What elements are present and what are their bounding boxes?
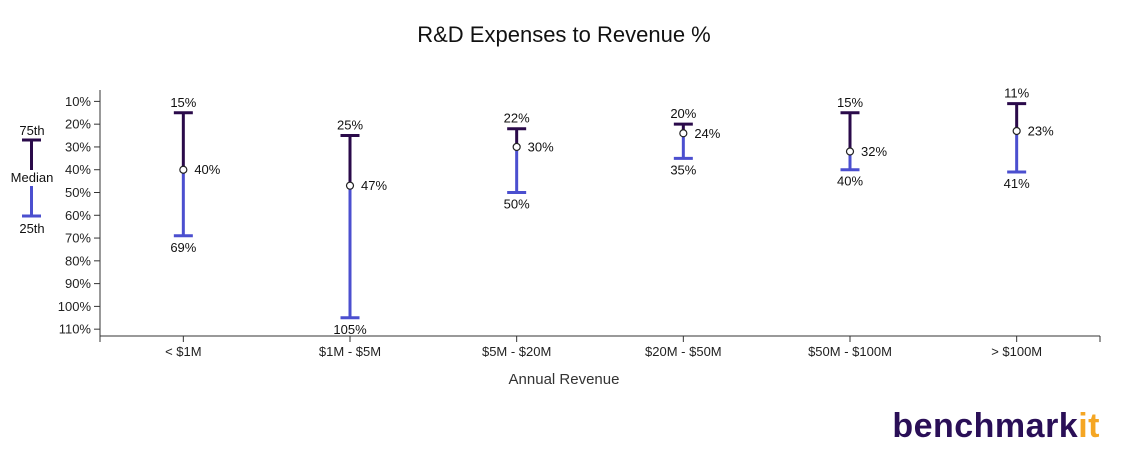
p25-label: 41% [1004, 176, 1030, 191]
y-tick-label: 20% [65, 117, 91, 132]
range-series: 15% 40% 69% 25% 47% 105% 22% 30% 50% 20% 24% 35% 15%… [170, 86, 1054, 337]
median-point [679, 129, 688, 138]
y-axis: 10% 20% 30% 40% 50% 60% 70% 80% 90% 100% 110% [58, 94, 100, 337]
y-tick-label: 50% [65, 185, 91, 200]
brand-logo: benchmarkit [892, 407, 1100, 445]
x-tick-label: $20M - $50M [645, 344, 722, 359]
median-point [845, 147, 855, 156]
brand-wordmark: benchmarkit [892, 407, 1100, 445]
range-group: 11% 23% 41% [1004, 86, 1054, 191]
legend-median-label: Median [11, 170, 54, 185]
x-axis-title: Annual Revenue [509, 371, 620, 388]
median-point [1012, 126, 1021, 136]
range-group: 25% 47% 105% [333, 118, 387, 337]
chart-title: R&D Expenses to Revenue % [417, 22, 711, 47]
y-tick-label: 110% [59, 322, 92, 337]
legend-25th-label: 25th [19, 221, 44, 236]
range-group: 22% 30% 50% [504, 111, 554, 212]
median-label: 24% [694, 126, 720, 141]
y-tick-label: 100% [58, 299, 92, 314]
p25-label: 50% [504, 197, 530, 212]
median-point [512, 142, 521, 152]
y-tick-label: 90% [65, 276, 91, 291]
p75-label: 15% [837, 95, 863, 110]
p75-label: 20% [670, 106, 696, 121]
median-label: 30% [528, 139, 554, 154]
p75-label: 11% [1004, 86, 1029, 101]
y-tick-label: 60% [65, 208, 91, 223]
y-tick-label: 40% [65, 162, 91, 177]
p25-label: 105% [333, 322, 367, 337]
legend-75th-label: 75th [19, 123, 44, 138]
y-tick-label: 70% [65, 231, 91, 246]
p25-label: 35% [670, 162, 696, 177]
legend: 75th Median 25th [11, 123, 54, 236]
y-tick-label: 30% [65, 139, 91, 154]
x-tick-label: $1M - $5M [319, 344, 381, 359]
range-group: 15% 40% 69% [170, 95, 220, 255]
range-group: 20% 24% 35% [670, 106, 720, 177]
median-label: 47% [361, 178, 387, 193]
median-point [179, 165, 188, 174]
p25-label: 40% [837, 174, 863, 189]
y-tick-label: 10% [65, 94, 91, 109]
range-group: 15% 32% 40% [837, 95, 887, 189]
x-axis: < $1M $1M - $5M $5M - $20M $20M - $50M $50M … [99, 336, 1101, 359]
x-tick-label: $50M - $100M [808, 344, 892, 359]
median-label: 23% [1028, 124, 1054, 139]
p75-label: 15% [170, 95, 196, 110]
x-tick-label: $5M - $20M [482, 344, 551, 359]
median-label: 40% [194, 162, 220, 177]
p25-label: 69% [170, 240, 196, 255]
median-point [345, 181, 355, 190]
y-tick-label: 80% [65, 253, 91, 268]
median-label: 32% [861, 144, 887, 159]
p75-label: 25% [337, 118, 363, 133]
x-tick-label: > $100M [991, 344, 1042, 359]
x-tick-label: < $1M [165, 344, 202, 359]
p75-label: 22% [504, 111, 530, 126]
